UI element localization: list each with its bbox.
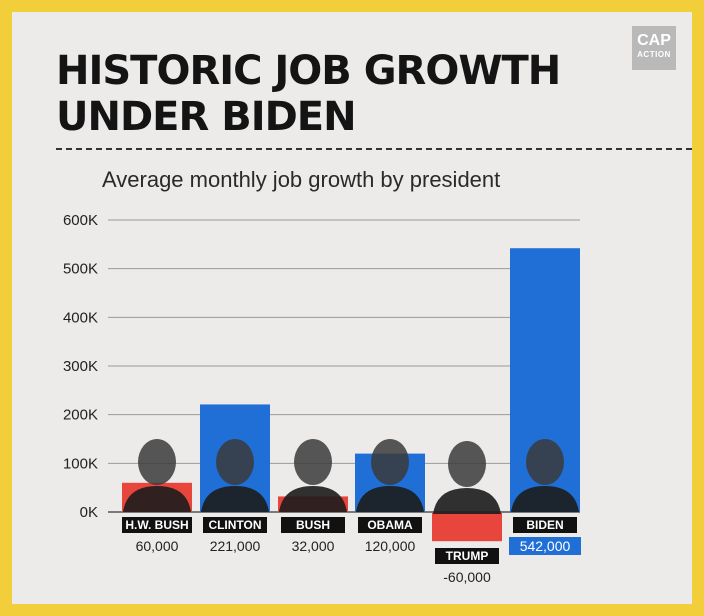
name-label-bg [435,548,499,564]
bar [432,512,502,542]
y-tick-label: 0K [80,504,98,521]
cap-action-logo: CAP ACTION [632,26,676,70]
portrait-body [433,488,501,514]
name-label-bg [513,517,577,533]
value-label: 542,000 [520,538,571,554]
chart-subtitle: Average monthly job growth by president [102,167,501,192]
president-name-label: TRUMP [446,549,489,563]
value-label: 60,000 [136,538,179,554]
name-label-bg [203,517,267,533]
portrait-body [201,486,269,512]
president-name-label: CLINTON [208,518,261,532]
president-name-label: BUSH [296,518,330,532]
president-name-label: BIDEN [526,518,563,532]
y-tick-label: 300K [63,358,98,375]
portrait-head [294,439,332,485]
president-name-label: OBAMA [367,518,413,532]
y-tick-label: 100K [63,455,98,472]
y-tick-label: 500K [63,261,98,278]
chart-card: CAP ACTION HISTORIC JOB GROWTH UNDER BID… [12,12,692,604]
chart-title: HISTORIC JOB GROWTH UNDER BIDEN [56,48,561,140]
y-tick-label: 200K [63,407,98,424]
y-tick-label: 400K [63,309,98,326]
value-label: 32,000 [292,538,335,554]
value-label: -60,000 [443,569,491,585]
portrait-head [526,439,564,485]
portrait-head [448,441,486,487]
name-label-bg [358,517,422,533]
portrait-head [138,439,176,485]
value-label: 221,000 [210,538,261,554]
portrait-body [511,486,579,512]
name-label-bg [281,517,345,533]
president-name-label: H.W. BUSH [125,518,188,532]
value-highlight-bg [509,537,581,555]
portrait-head [216,439,254,485]
value-label: 120,000 [365,538,416,554]
portrait-body [123,486,191,512]
dashed-divider [56,148,692,150]
portrait-body [356,486,424,512]
name-label-bg [122,517,192,533]
y-tick-label: 600K [63,212,98,229]
portrait-head [371,439,409,485]
portrait-body [279,486,347,512]
bar-chart: 0K 100K 200K 300K 400K 500K 600K H.W. BUSH 60,00… [63,212,581,585]
